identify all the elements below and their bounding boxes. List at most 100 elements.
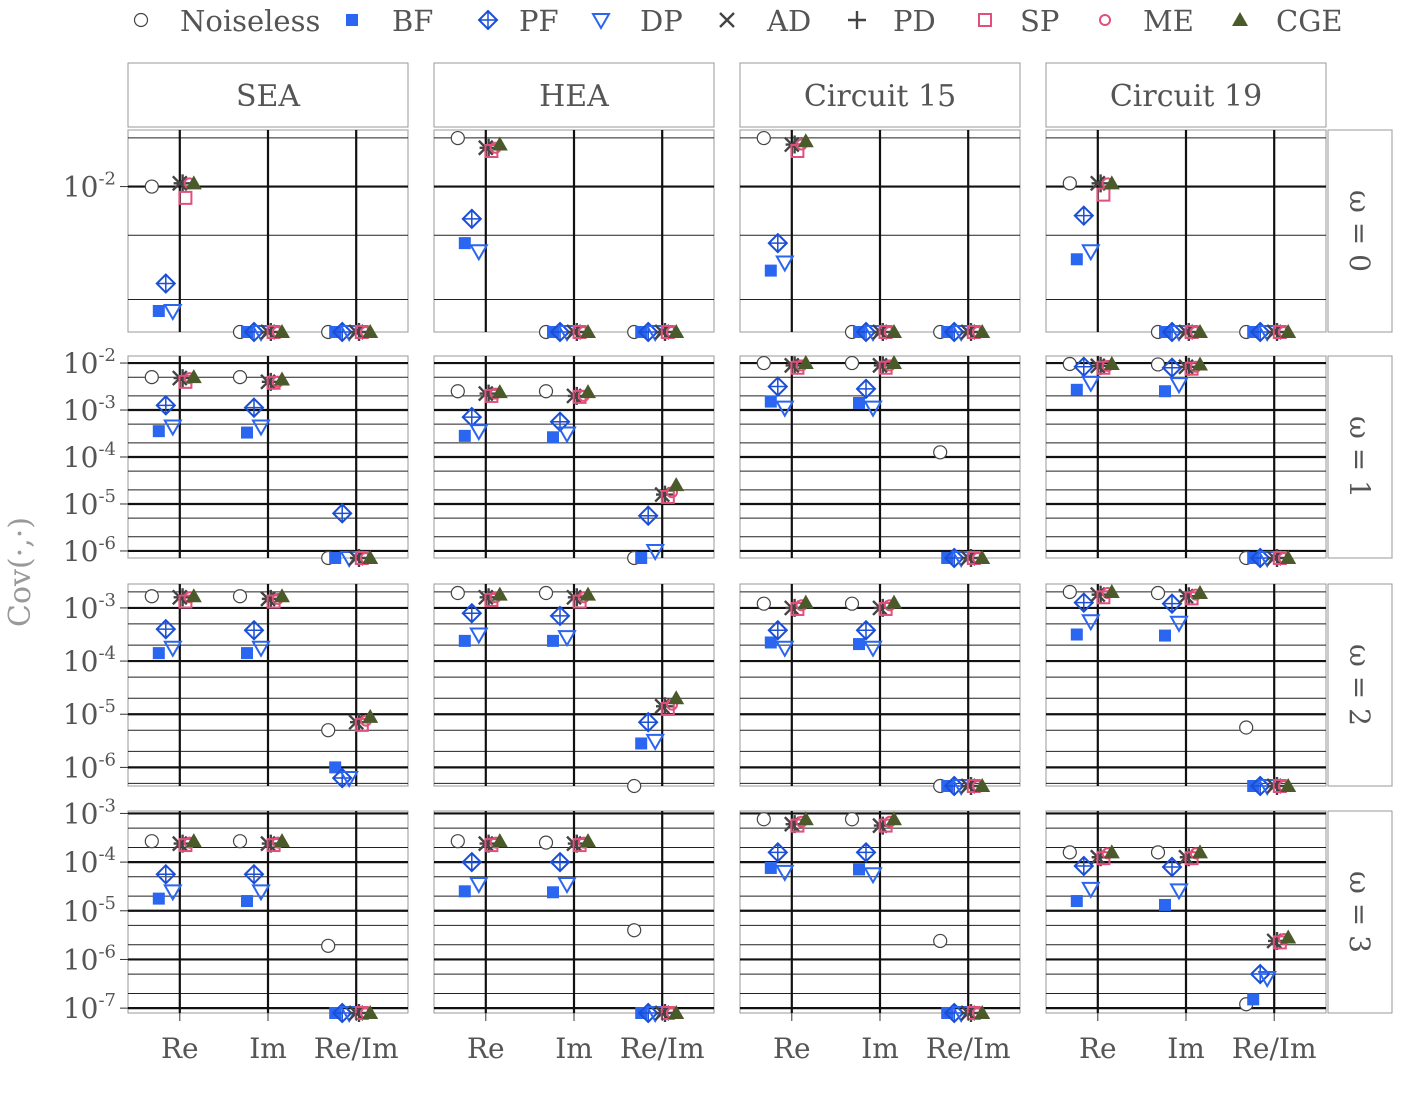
x-tick-label-sea-re: Re bbox=[161, 1013, 199, 1065]
svg-text:Im: Im bbox=[1167, 1032, 1205, 1065]
legend-item-pf: PF bbox=[477, 4, 559, 38]
point-sea-row0-re-bf bbox=[152, 304, 165, 317]
svg-text:10-5: 10-5 bbox=[63, 486, 116, 521]
point-hea-row1-im-cge bbox=[580, 384, 596, 399]
point-circuit-19-row2-re-cge bbox=[1103, 583, 1120, 598]
point-sea-row2-im-dp bbox=[251, 640, 271, 658]
point-hea-row1-re-im-dp bbox=[645, 543, 665, 561]
point-circuit-15-row0-re-noiseless bbox=[756, 130, 771, 146]
point-hea-row0-re-cge bbox=[491, 136, 508, 151]
point-circuit-19-row1-re-cge bbox=[1103, 355, 1120, 370]
point-circuit-19-row1-re-im-cge bbox=[1280, 550, 1297, 564]
svg-text:Re/Im: Re/Im bbox=[314, 1032, 399, 1065]
point-hea-row3-im-bf bbox=[547, 886, 559, 899]
panel-circuit-19-row3 bbox=[1045, 810, 1327, 1014]
point-hea-row2-re-im-pd bbox=[656, 697, 674, 716]
legend-label-sp: SP bbox=[1020, 4, 1059, 38]
point-hea-row3-re-cge bbox=[491, 833, 508, 848]
point-circuit-15-row1-re-bf bbox=[764, 395, 777, 408]
point-sea-row2-re-im-dp bbox=[339, 771, 359, 789]
noiseless-legend-marker bbox=[133, 12, 149, 28]
legend-label-me: ME bbox=[1143, 4, 1194, 38]
y-tick-label-row1-0: 10-2 bbox=[63, 345, 128, 380]
point-hea-row0-re-bf bbox=[458, 237, 471, 250]
point-circuit-15-row3-re-im-cge bbox=[974, 1005, 991, 1019]
legend-item-me: ME bbox=[1099, 4, 1194, 38]
point-circuit-15-row2-im-cge bbox=[886, 594, 902, 609]
point-hea-row1-im-noiseless bbox=[538, 384, 554, 399]
point-circuit-19-row3-im-dp bbox=[1169, 883, 1189, 901]
point-hea-row1-re-cge bbox=[491, 384, 508, 399]
point-hea-row2-re-im-dp bbox=[645, 733, 665, 751]
point-sea-row0-re-pf bbox=[155, 273, 177, 294]
point-sea-row0-im-cge bbox=[274, 324, 290, 338]
point-circuit-15-row1-re-dp bbox=[775, 400, 795, 418]
point-circuit-19-row1-re-dp bbox=[1081, 375, 1101, 393]
panel-hea-row0 bbox=[433, 129, 715, 343]
point-sea-row1-re-im-bf bbox=[329, 552, 342, 564]
legend-item-noiseless: Noiseless bbox=[133, 4, 320, 38]
point-sea-row2-re-im-bf bbox=[329, 761, 342, 774]
point-circuit-19-row1-im-noiseless bbox=[1150, 357, 1166, 372]
column-strips: SEA HEA Circuit 15 Circuit 19 bbox=[127, 62, 1327, 128]
point-sea-row2-re-pf bbox=[155, 618, 177, 640]
point-circuit-19-row2-im-noiseless bbox=[1150, 585, 1166, 601]
point-circuit-19-row3-re-im-bf bbox=[1247, 993, 1260, 1006]
point-circuit-15-row3-re-im-noiseless bbox=[933, 933, 948, 949]
point-circuit-15-row3-im-noiseless bbox=[844, 812, 860, 827]
point-circuit-15-row2-im-noiseless bbox=[844, 596, 860, 611]
point-hea-row3-im-cge bbox=[580, 833, 596, 848]
column-label-hea: HEA bbox=[539, 79, 609, 114]
point-hea-row0-re-pf bbox=[461, 208, 483, 230]
point-hea-row1-re-noiseless bbox=[450, 384, 465, 399]
point-circuit-15-row0-re-cge bbox=[797, 133, 814, 148]
svg-text:10-5: 10-5 bbox=[63, 696, 116, 731]
pd-legend-marker bbox=[848, 11, 866, 29]
panel-sea-row2 bbox=[127, 583, 409, 789]
point-hea-row3-re-noiseless bbox=[450, 834, 465, 849]
point-circuit-15-row3-re-noiseless bbox=[756, 812, 771, 827]
y-tick-label-row1-1: 10-3 bbox=[63, 392, 128, 427]
point-hea-row2-re-im-pf bbox=[637, 711, 659, 733]
panel-sea-row3 bbox=[127, 810, 409, 1024]
point-circuit-19-row2-im-bf bbox=[1159, 629, 1171, 642]
svg-text:10-6: 10-6 bbox=[63, 749, 116, 784]
point-circuit-19-row2-im-cge bbox=[1192, 585, 1208, 600]
svg-text:10-2: 10-2 bbox=[63, 169, 116, 204]
legend-item-pd: PD bbox=[848, 4, 936, 38]
row-label-1: ω = 1 bbox=[1343, 416, 1376, 498]
point-circuit-15-row3-im-bf bbox=[853, 863, 865, 876]
point-sea-row3-im-bf bbox=[241, 895, 253, 908]
x-tick-label-circuit-19-re-im: Re/Im bbox=[1232, 1013, 1317, 1065]
point-hea-row3-im-noiseless bbox=[538, 835, 554, 850]
y-tick-label-row3-4: 10-7 bbox=[63, 990, 128, 1025]
point-circuit-15-row1-re-im-cge bbox=[974, 550, 991, 564]
y-tick-label-row3-2: 10-5 bbox=[63, 893, 128, 928]
point-hea-row2-re-im-noiseless bbox=[627, 778, 642, 794]
point-hea-row2-im-noiseless bbox=[538, 585, 554, 601]
point-hea-row3-re-im-noiseless bbox=[627, 923, 642, 938]
x-tick-label-circuit-15-im: Im bbox=[861, 1013, 899, 1065]
legend-item-sp: SP bbox=[978, 4, 1059, 38]
point-sea-row0-re-sp bbox=[178, 190, 193, 205]
point-hea-row0-re-dp bbox=[469, 244, 489, 262]
svg-text:Re/Im: Re/Im bbox=[1232, 1032, 1317, 1065]
svg-text:10-3: 10-3 bbox=[63, 590, 116, 625]
point-circuit-19-row1-re-noiseless bbox=[1062, 356, 1077, 372]
legend-label-cge: CGE bbox=[1276, 4, 1343, 38]
point-circuit-15-row1-re-cge bbox=[797, 355, 814, 370]
point-circuit-19-row2-re-im-cge bbox=[1280, 778, 1297, 792]
legend-item-cge: CGE bbox=[1232, 4, 1343, 38]
point-hea-row2-im-dp bbox=[557, 630, 577, 648]
panels bbox=[127, 129, 1327, 1024]
column-label-circuit-19: Circuit 19 bbox=[1110, 79, 1262, 114]
point-circuit-15-row0-re-bf bbox=[764, 264, 777, 277]
ad-legend-marker bbox=[719, 12, 735, 28]
point-hea-row3-re-im-cge bbox=[668, 1005, 685, 1019]
point-circuit-15-row1-im-bf bbox=[853, 396, 865, 409]
point-hea-row2-re-dp bbox=[469, 627, 489, 645]
legend-label-bf: BF bbox=[392, 4, 433, 38]
svg-text:10-4: 10-4 bbox=[63, 844, 116, 879]
point-circuit-19-row0-re-pf bbox=[1073, 205, 1095, 227]
